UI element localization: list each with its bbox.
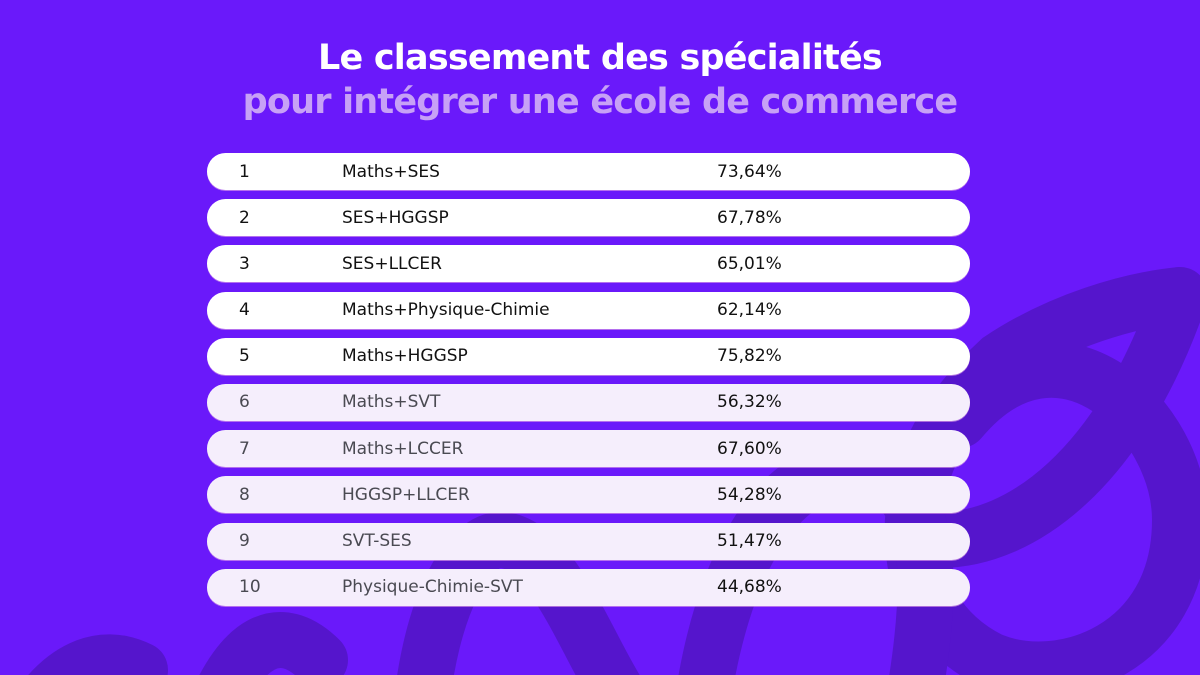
rank-cell: 7	[239, 438, 250, 459]
rate-cell: 67,78%	[717, 207, 782, 228]
rank-cell: 4	[239, 300, 250, 321]
ranking-table: 1 Maths+SES 73,64% 2 SES+HGGSP 67,78% 3 …	[207, 153, 970, 615]
rank-cell: 6	[239, 392, 250, 413]
combination-cell: Maths+LCCER	[342, 438, 464, 459]
rank-cell: 3	[239, 253, 250, 274]
table-row: 4 Maths+Physique-Chimie 62,14%	[207, 291, 970, 329]
rate-cell: 54,28%	[717, 484, 782, 505]
rank-cell: 2	[239, 207, 250, 228]
table-row: 9 SVT-SES 51,47%	[207, 522, 970, 560]
combination-cell: SES+LLCER	[342, 253, 442, 274]
combination-cell: HGGSP+LLCER	[342, 484, 470, 505]
rate-cell: 65,01%	[717, 253, 782, 274]
page-subtitle: pour intégrer une école de commerce	[242, 82, 959, 122]
rate-cell: 56,32%	[717, 392, 782, 413]
rate-cell: 67,60%	[717, 438, 782, 459]
combination-cell: Physique-Chimie-SVT	[342, 577, 523, 598]
combination-cell: Maths+SES	[342, 161, 440, 182]
table-row: 7 Maths+LCCER 67,60%	[207, 430, 970, 468]
title-block: Le classement des spécialités pour intég…	[0, 36, 1200, 124]
table-row: 6 Maths+SVT 56,32%	[207, 383, 970, 421]
rank-cell: 9	[239, 531, 250, 551]
table-row: 8 HGGSP+LLCER 54,28%	[207, 476, 970, 514]
combination-cell: Maths+Physique-Chimie	[342, 300, 550, 321]
combination-cell: SES+HGGSP	[342, 207, 449, 228]
rank-cell: 1	[239, 161, 250, 182]
rate-cell: 75,82%	[717, 346, 782, 367]
table-row: 1 Maths+SES 73,64%	[207, 153, 970, 190]
rate-cell: 62,14%	[717, 300, 782, 321]
rate-cell: 51,47%	[717, 531, 782, 551]
table-row: 3 SES+LLCER 65,01%	[207, 245, 970, 283]
rate-cell: 73,64%	[717, 161, 782, 182]
combination-cell: Maths+SVT	[342, 392, 441, 413]
rank-cell: 10	[239, 577, 261, 598]
rank-cell: 5	[239, 346, 250, 367]
rank-cell: 8	[239, 484, 250, 505]
combination-cell: SVT-SES	[342, 531, 412, 551]
combination-cell: Maths+HGGSP	[342, 346, 468, 367]
table-row: 10 Physique-Chimie-SVT 44,68%	[207, 568, 970, 606]
table-row: 2 SES+HGGSP 67,78%	[207, 199, 970, 237]
rate-cell: 44,68%	[717, 577, 782, 598]
table-row: 5 Maths+HGGSP 75,82%	[207, 337, 970, 375]
page-title: Le classement des spécialités	[318, 38, 883, 78]
